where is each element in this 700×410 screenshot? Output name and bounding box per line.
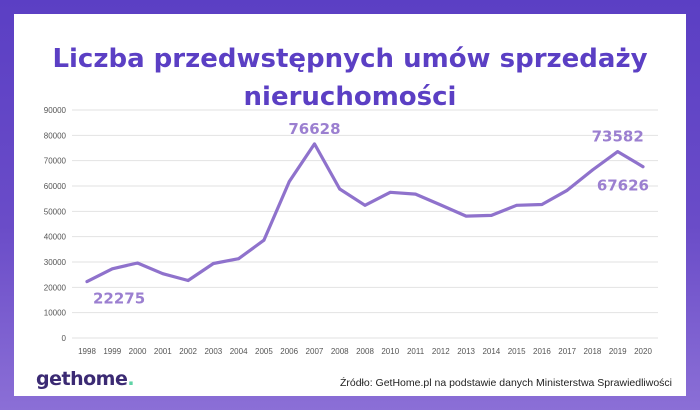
x-axis-ticks: 1998 1999 2000 2001 2002 2003 2004 2005 2006 2007… bbox=[78, 347, 652, 356]
data-point bbox=[338, 187, 342, 191]
x-tick-label: 2015 bbox=[508, 347, 526, 356]
chart-title-line-1: Liczba przedwstępnych umów sprzedaży bbox=[52, 44, 648, 74]
data-point bbox=[85, 280, 89, 283]
series-layer bbox=[85, 142, 645, 284]
data-point bbox=[110, 267, 114, 271]
y-tick-label: 50000 bbox=[44, 207, 67, 216]
data-label: 22275 bbox=[93, 290, 145, 308]
x-tick-label: 1999 bbox=[103, 347, 121, 356]
x-tick-label: 2002 bbox=[179, 347, 197, 356]
data-point bbox=[591, 168, 594, 172]
x-tick-label: 2008 bbox=[356, 347, 374, 356]
y-tick-label: 10000 bbox=[44, 309, 67, 318]
data-point bbox=[515, 203, 519, 207]
data-point bbox=[186, 279, 190, 282]
logo-text: gethome bbox=[36, 368, 128, 390]
x-tick-label: 2003 bbox=[204, 347, 222, 356]
data-point bbox=[489, 213, 493, 217]
x-tick-label: 2020 bbox=[634, 347, 652, 356]
data-point bbox=[161, 272, 165, 276]
x-tick-label: 2010 bbox=[381, 347, 399, 356]
x-tick-label: 2019 bbox=[609, 347, 627, 356]
x-tick-label: 2007 bbox=[306, 347, 324, 356]
x-tick-label: 2013 bbox=[457, 347, 475, 356]
gridlines bbox=[72, 109, 658, 339]
data-point bbox=[136, 261, 139, 265]
source-note: Źródło: GetHome.pl na podstawie danych M… bbox=[339, 377, 672, 389]
data-point bbox=[616, 150, 620, 153]
data-label: 67626 bbox=[597, 177, 649, 195]
y-tick-label: 30000 bbox=[44, 258, 67, 267]
x-tick-label: 2006 bbox=[280, 347, 298, 356]
data-point bbox=[237, 257, 241, 261]
x-tick-label: 1998 bbox=[78, 347, 96, 356]
data-point bbox=[439, 203, 443, 207]
data-point bbox=[565, 188, 569, 192]
y-axis-ticks: 0 10000 20000 30000 40000 50000 60000 70000 8000… bbox=[44, 106, 67, 343]
x-tick-label: 2017 bbox=[558, 347, 576, 356]
x-tick-label: 2005 bbox=[255, 347, 273, 356]
data-point bbox=[464, 214, 468, 218]
data-point bbox=[287, 180, 291, 184]
data-point bbox=[641, 165, 645, 169]
x-tick-label: 2014 bbox=[482, 347, 500, 356]
x-tick-label: 2016 bbox=[533, 347, 551, 356]
x-tick-label: 2001 bbox=[154, 347, 172, 356]
data-point bbox=[313, 142, 316, 146]
chart-title: Liczba przedwstępnych umów sprzedaży nie… bbox=[14, 40, 686, 116]
data-labels: 22275 76628 73582 67626 bbox=[93, 120, 649, 308]
y-tick-label: 60000 bbox=[44, 182, 67, 191]
data-label: 76628 bbox=[288, 120, 340, 138]
gethome-logo: gethome. bbox=[36, 368, 135, 390]
logo-dot: . bbox=[127, 368, 135, 390]
line-chart: 0 10000 20000 30000 40000 50000 60000 70000 8000… bbox=[44, 106, 658, 356]
y-tick-label: 20000 bbox=[44, 283, 67, 292]
chart-card: Liczba przedwstępnych umów sprzedaży nie… bbox=[14, 14, 686, 396]
data-point bbox=[363, 203, 367, 207]
data-point bbox=[414, 192, 417, 196]
x-tick-label: 2004 bbox=[230, 347, 248, 356]
x-tick-label: 2011 bbox=[407, 347, 425, 356]
data-point bbox=[211, 262, 215, 265]
data-point bbox=[262, 238, 266, 242]
data-point bbox=[540, 203, 544, 206]
data-label: 73582 bbox=[592, 128, 644, 146]
y-tick-label: 40000 bbox=[44, 233, 67, 242]
y-tick-label: 90000 bbox=[44, 106, 67, 115]
x-tick-label: 2018 bbox=[584, 347, 602, 356]
x-tick-label: 2008 bbox=[331, 347, 349, 356]
series-line bbox=[85, 142, 645, 284]
x-tick-label: 2000 bbox=[129, 347, 147, 356]
y-tick-label: 70000 bbox=[44, 157, 67, 166]
y-tick-label: 0 bbox=[62, 334, 67, 343]
data-point bbox=[388, 190, 392, 194]
x-tick-label: 2012 bbox=[432, 347, 450, 356]
chart-title-line-2: nieruchomości bbox=[243, 82, 457, 112]
y-tick-label: 80000 bbox=[44, 131, 67, 140]
